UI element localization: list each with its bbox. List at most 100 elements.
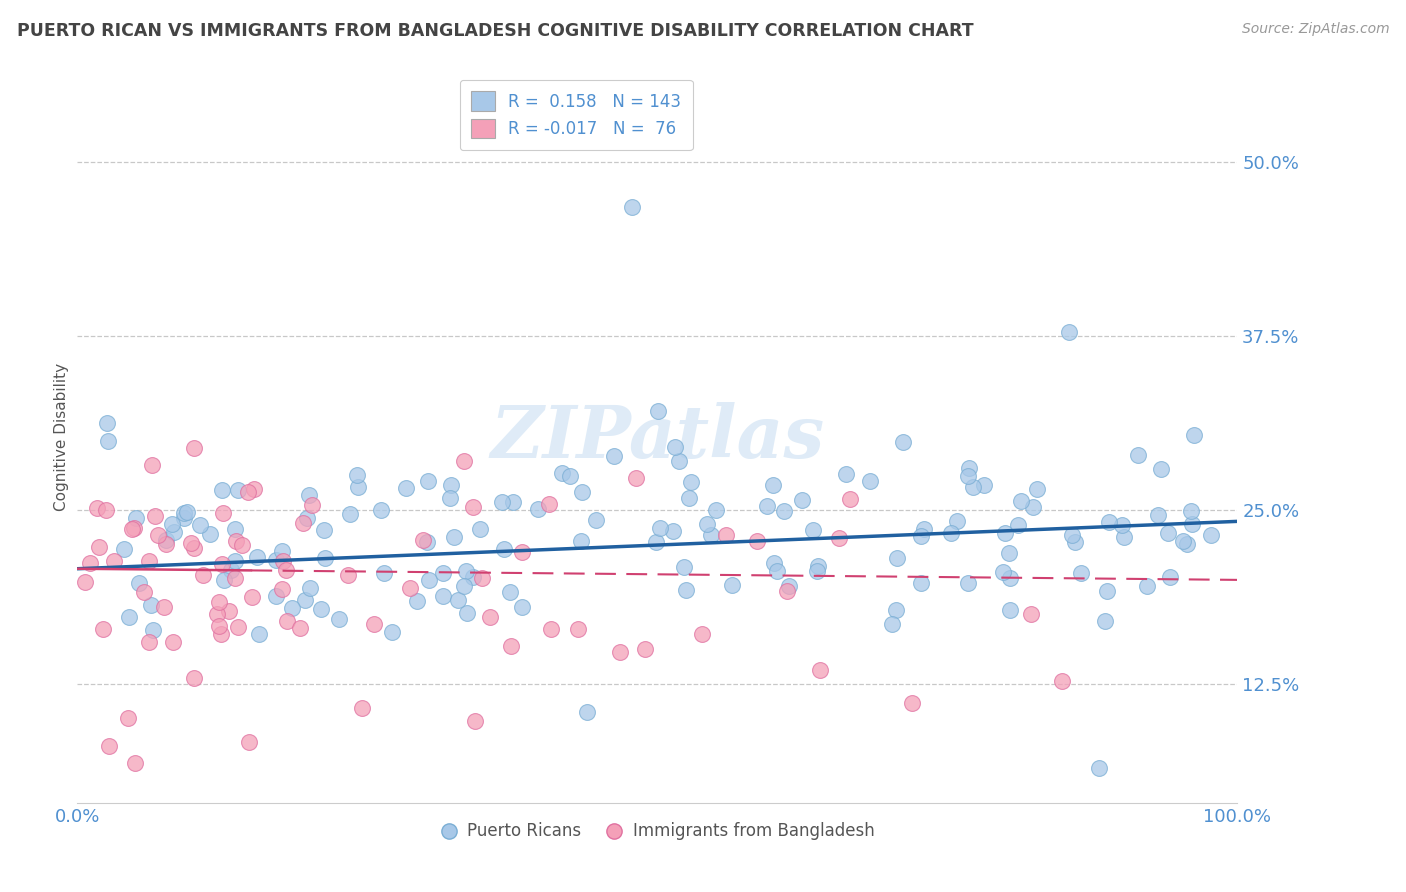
- Point: [479, 609, 502, 624]
- Point: [491, 494, 513, 508]
- Point: [1098, 516, 1121, 530]
- Point: [246, 550, 269, 565]
- Point: [294, 593, 316, 607]
- Point: [299, 581, 322, 595]
- Point: [224, 571, 246, 585]
- Point: [778, 579, 800, 593]
- Point: [118, 610, 141, 624]
- Point: [801, 523, 824, 537]
- Point: [828, 531, 851, 545]
- Point: [218, 604, 240, 618]
- Point: [292, 516, 315, 530]
- Point: [901, 696, 924, 710]
- Point: [453, 454, 475, 468]
- Point: [363, 617, 385, 632]
- Point: [762, 477, 785, 491]
- Point: [128, 576, 150, 591]
- Point: [1022, 500, 1045, 515]
- Point: [270, 582, 292, 596]
- Point: [634, 642, 657, 657]
- Point: [602, 450, 624, 464]
- Point: [381, 625, 404, 640]
- Point: [575, 705, 598, 719]
- Point: [1060, 527, 1083, 541]
- Point: [1150, 462, 1173, 476]
- Point: [162, 635, 184, 649]
- Point: [125, 511, 148, 525]
- Point: [328, 612, 350, 626]
- Point: [880, 616, 903, 631]
- Point: [211, 557, 233, 571]
- Point: [1173, 534, 1195, 549]
- Point: [456, 564, 478, 578]
- Point: [1057, 325, 1080, 339]
- Point: [1112, 530, 1135, 544]
- Point: [540, 622, 562, 636]
- Point: [228, 619, 250, 633]
- Legend: Puerto Ricans, Immigrants from Bangladesh: Puerto Ricans, Immigrants from Banglades…: [433, 816, 882, 847]
- Point: [838, 491, 860, 506]
- Point: [704, 503, 727, 517]
- Point: [395, 481, 418, 495]
- Point: [806, 564, 828, 578]
- Point: [276, 614, 298, 628]
- Point: [247, 627, 270, 641]
- Point: [138, 554, 160, 568]
- Point: [939, 525, 962, 540]
- Point: [142, 624, 165, 638]
- Point: [1126, 448, 1149, 462]
- Point: [117, 711, 139, 725]
- Point: [399, 581, 422, 595]
- Point: [645, 535, 668, 549]
- Point: [281, 601, 304, 615]
- Point: [609, 645, 631, 659]
- Point: [884, 603, 907, 617]
- Point: [1111, 517, 1133, 532]
- Point: [337, 568, 360, 582]
- Point: [405, 594, 427, 608]
- Point: [418, 574, 440, 588]
- Point: [957, 576, 980, 591]
- Point: [97, 434, 120, 448]
- Point: [432, 589, 454, 603]
- Point: [211, 507, 233, 521]
- Point: [696, 517, 718, 532]
- Point: [808, 663, 831, 677]
- Point: [1007, 518, 1029, 533]
- Point: [314, 551, 336, 566]
- Point: [373, 566, 395, 580]
- Point: [163, 524, 186, 539]
- Point: [891, 434, 914, 449]
- Point: [188, 517, 211, 532]
- Point: [225, 534, 247, 549]
- Point: [551, 466, 574, 480]
- Point: [998, 546, 1021, 560]
- Point: [756, 499, 779, 513]
- Point: [264, 589, 287, 603]
- Point: [668, 454, 690, 468]
- Point: [273, 554, 295, 568]
- Point: [1019, 607, 1042, 621]
- Point: [956, 469, 979, 483]
- Point: [661, 524, 683, 538]
- Point: [264, 553, 287, 567]
- Point: [571, 484, 593, 499]
- Point: [910, 529, 932, 543]
- Point: [274, 563, 297, 577]
- Point: [447, 593, 470, 607]
- Point: [288, 621, 311, 635]
- Point: [470, 522, 492, 536]
- Point: [700, 528, 723, 542]
- Point: [994, 525, 1017, 540]
- Text: Source: ZipAtlas.com: Source: ZipAtlas.com: [1241, 22, 1389, 37]
- Point: [271, 544, 294, 558]
- Point: [183, 441, 205, 455]
- Point: [690, 626, 713, 640]
- Point: [180, 536, 202, 550]
- Point: [1182, 428, 1205, 442]
- Point: [96, 416, 118, 430]
- Point: [721, 578, 744, 592]
- Point: [807, 558, 830, 573]
- Point: [679, 475, 702, 490]
- Text: PUERTO RICAN VS IMMIGRANTS FROM BANGLADESH COGNITIVE DISABILITY CORRELATION CHAR: PUERTO RICAN VS IMMIGRANTS FROM BANGLADE…: [17, 22, 973, 40]
